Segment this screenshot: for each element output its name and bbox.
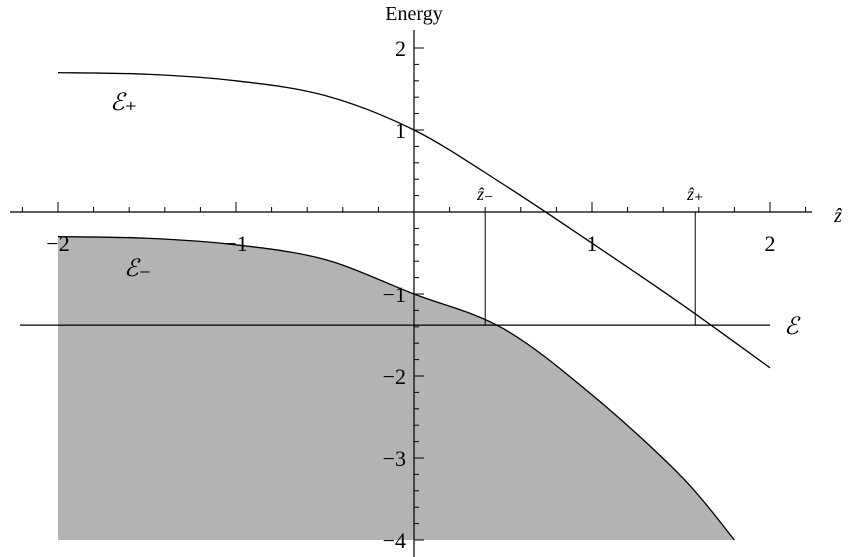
x-tick-label: −2 bbox=[46, 231, 69, 256]
z-minus-label: ẑ₋ bbox=[476, 184, 494, 204]
lower-energy-curve bbox=[57, 235, 735, 541]
y-tick-label: −3 bbox=[383, 446, 406, 471]
x-tick-label: −1 bbox=[224, 231, 247, 256]
upper-curve-label: ℰ₊ bbox=[110, 90, 137, 116]
x-tick-label: 2 bbox=[765, 231, 776, 256]
z-plus-label: ẑ₊ bbox=[686, 184, 704, 204]
axes-layer bbox=[10, 30, 812, 557]
shaded-region-layer bbox=[58, 236, 735, 540]
y-axis-title: Energy bbox=[385, 3, 442, 25]
shaded-region bbox=[58, 236, 735, 540]
y-tick-label: −4 bbox=[383, 528, 406, 553]
labels-layer: −2 −1 1 2 −4 −3 −2 −1 1 2 Energy ẑ ℰ₊ ℰ₋ ℰẑ₋ ẑ₊ bbox=[46, 3, 842, 553]
x-axis-title: ẑ bbox=[833, 205, 842, 227]
y-tick-label: 1 bbox=[395, 118, 406, 143]
y-tick-label: 2 bbox=[395, 36, 406, 61]
energy-level-label: ℰ bbox=[784, 314, 801, 340]
lower-curve-label: ℰ₋ bbox=[124, 256, 151, 282]
lines-layer bbox=[20, 71, 771, 541]
x-tick-label: 1 bbox=[587, 231, 598, 256]
y-tick-label: −1 bbox=[383, 282, 406, 307]
y-tick-label: −2 bbox=[383, 364, 406, 389]
upper-energy-curve bbox=[57, 71, 771, 369]
